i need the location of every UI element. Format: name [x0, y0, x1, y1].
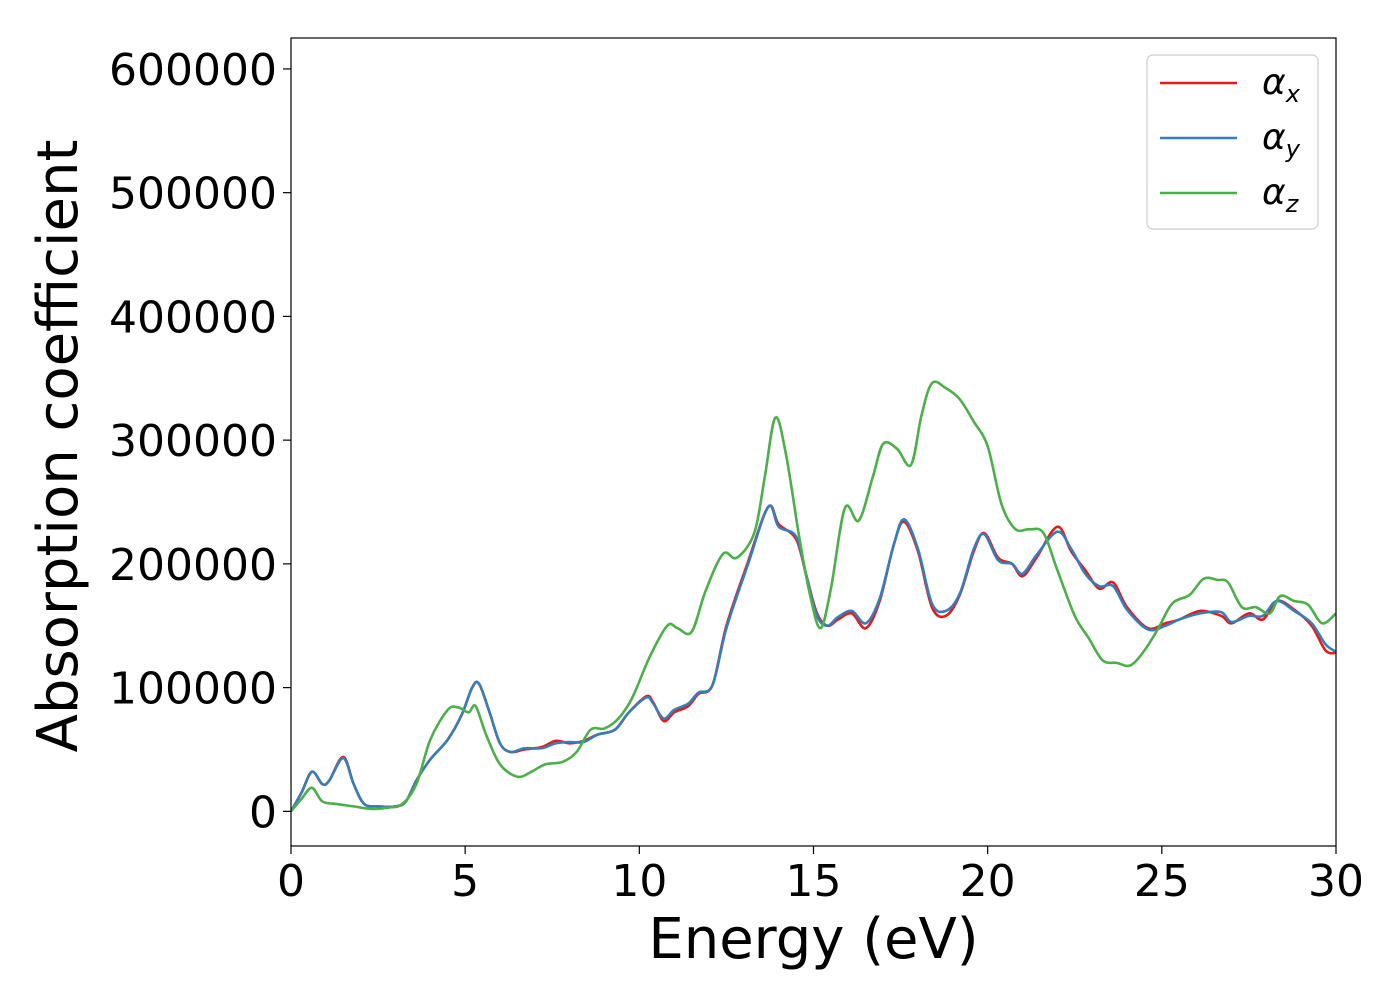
x-tick-label: 5	[451, 856, 479, 907]
legend-label-x: αx	[1262, 62, 1301, 108]
y-tick-label: 500000	[109, 169, 277, 220]
legend: αx αy αz	[1146, 54, 1319, 230]
y-tick-label: 400000	[109, 292, 277, 343]
series-line-z	[291, 380, 1336, 813]
x-tick-label: 20	[960, 856, 1016, 907]
y-axis-label: Absorption coefficient	[26, 140, 91, 753]
series-layer	[291, 380, 1336, 813]
legend-label-z: αz	[1262, 172, 1300, 218]
x-axis: 0 5 10 15 20 25 30	[277, 846, 1364, 907]
y-tick-label: 200000	[109, 540, 277, 591]
x-tick-label: 15	[786, 856, 842, 907]
y-axis: 0 100000 200000 300000 400000 500000 600000	[109, 45, 291, 838]
legend-box	[1146, 54, 1319, 230]
legend-label-y: αy	[1262, 117, 1301, 163]
series-line-y	[291, 504, 1336, 812]
x-tick-label: 30	[1308, 856, 1364, 907]
y-tick-label: 300000	[109, 416, 277, 467]
x-tick-label: 10	[611, 856, 667, 907]
y-tick-label: 100000	[109, 664, 277, 715]
y-tick-label: 0	[249, 787, 277, 838]
series-line-x	[291, 504, 1336, 812]
x-axis-label: Energy (eV)	[648, 907, 978, 972]
x-tick-label: 25	[1134, 856, 1190, 907]
y-tick-label: 600000	[109, 45, 277, 96]
x-tick-label: 0	[277, 856, 305, 907]
